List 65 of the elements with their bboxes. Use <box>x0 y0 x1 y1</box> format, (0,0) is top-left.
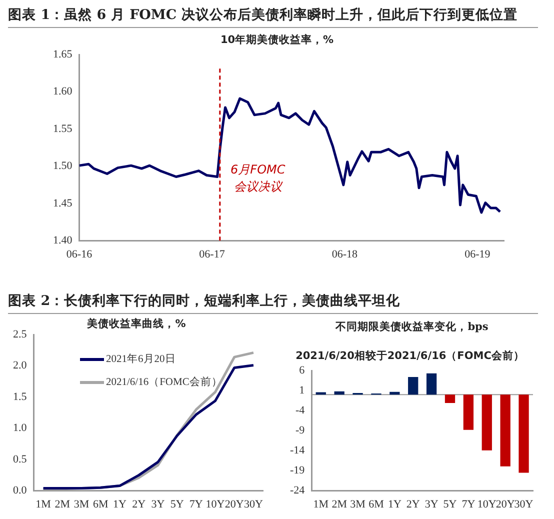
y-tick-label: -19 <box>290 464 306 477</box>
x-tick-label: 2Y <box>406 498 420 510</box>
x-tick-label: 3Y <box>151 498 165 510</box>
chart-subtitle: 美债收益率曲线，% <box>86 317 186 330</box>
ref-line-label: 6月FOMC会议决议 <box>230 162 286 194</box>
x-tick-label: 30Y <box>514 498 534 510</box>
chart-title: 不同期限美债收益率变化，bps <box>334 320 490 334</box>
x-tick-label: 06-17 <box>199 248 226 260</box>
bar <box>444 394 456 404</box>
x-tick-label: 2M <box>54 498 70 510</box>
x-tick-label: 30Y <box>244 498 263 510</box>
y-tick-label: -4 <box>295 404 306 417</box>
y-tick-label: 6 <box>299 364 306 376</box>
y-tick-label: 1.45 <box>53 197 73 210</box>
x-tick-label: 5Y <box>170 498 184 510</box>
bar <box>463 394 474 430</box>
x-tick-label: 06-19 <box>464 248 491 260</box>
x-tick-label: 7Y <box>189 498 203 510</box>
x-tick-label: 20Y <box>496 498 515 510</box>
x-tick-label: 3Y <box>424 498 438 510</box>
y-tick-label: 1.5 <box>13 390 28 403</box>
x-tick-label: 1M <box>36 498 52 510</box>
x-tick-label: 06-18 <box>332 248 358 260</box>
x-tick-label: 3M <box>74 498 90 510</box>
x-tick-label: 2Y <box>132 498 146 510</box>
x-tick-label: 6M <box>92 498 108 510</box>
x-tick-label: 1Y <box>388 498 402 510</box>
y-tick-label: 1.0 <box>13 422 28 434</box>
x-tick-label: 5Y <box>443 498 457 510</box>
y-tick-label: 1.40 <box>53 234 73 247</box>
y-tick-label: 0.0 <box>13 484 28 497</box>
y-tick-label: 2.0 <box>13 360 28 372</box>
x-tick-label: 7Y <box>462 498 476 510</box>
bar <box>316 392 326 395</box>
bar <box>334 391 344 395</box>
y-tick-label: -24 <box>290 484 306 497</box>
x-tick-label: 1M <box>313 498 329 510</box>
chart-title: 图表 2：长债利率下行的同时，短端利率上行，美债曲线平坦化 <box>8 292 538 314</box>
bar <box>408 377 418 395</box>
bar <box>482 394 492 450</box>
y-tick-label: 1.55 <box>53 122 73 135</box>
x-tick-label: 2M <box>332 498 348 510</box>
y-tick-label: 2.5 <box>13 328 28 340</box>
legend-label: 2021年6月20日 <box>106 352 176 366</box>
y-tick-label: -14 <box>290 444 306 457</box>
y-tick-label: 0.5 <box>13 453 28 466</box>
x-tick-label: 10Y <box>206 498 225 510</box>
y-tick-label: 1.50 <box>53 160 73 172</box>
chart-subtitle: 10年期美债收益率，% <box>220 33 334 46</box>
legend-label: 2021/6/16（FOMC会前） <box>106 376 222 389</box>
bar <box>426 373 437 395</box>
x-tick-label: 20Y <box>224 498 244 510</box>
x-tick-label: 3M <box>350 498 366 510</box>
x-tick-label: 6M <box>368 498 384 510</box>
y-tick-label: 1 <box>299 384 305 397</box>
bar <box>500 394 510 466</box>
x-tick-label: 06-16 <box>66 248 93 260</box>
bar <box>518 394 529 473</box>
x-tick-label: 1Y <box>112 498 126 510</box>
x-tick-label: 10Y <box>477 498 496 510</box>
y-tick-label: -9 <box>295 424 306 437</box>
chart-title: 图表 1：虽然 6 月 FOMC 决议公布后美债利率瞬时上升，但此后下行到更低位置 <box>8 6 538 28</box>
chart-subtitle: 2021/6/20相较于2021/6/16（FOMC会前） <box>296 349 524 362</box>
y-tick-label: 1.65 <box>53 48 73 60</box>
y-tick-label: 1.60 <box>53 86 73 98</box>
